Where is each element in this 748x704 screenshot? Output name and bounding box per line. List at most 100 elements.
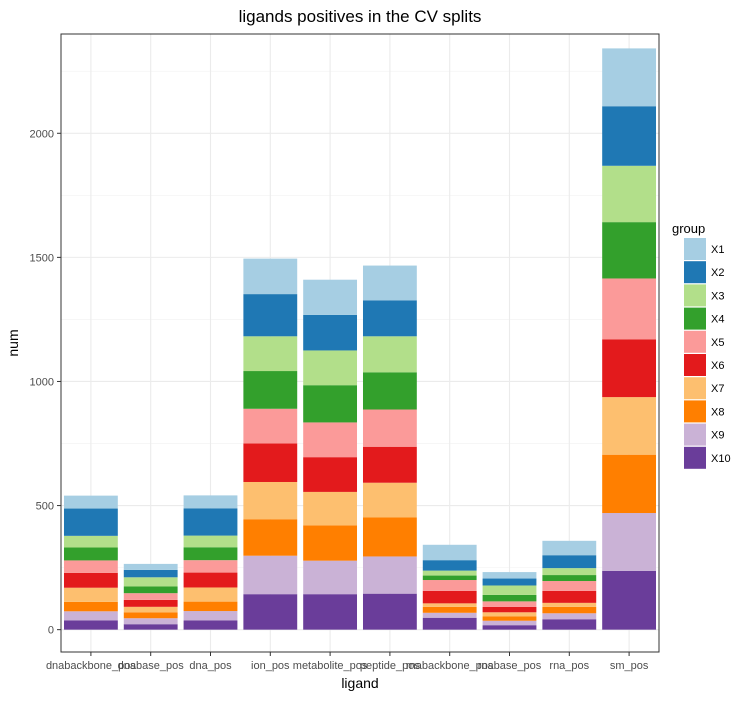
y-axis: 0 500 1000 1500 2000 <box>30 128 61 637</box>
bar-segment-x5 <box>123 593 178 600</box>
bar-segment-x9 <box>602 513 657 571</box>
bar-segment-x9 <box>63 611 118 621</box>
bar-segment-x7 <box>362 482 417 518</box>
bar-segment-x1 <box>183 495 238 509</box>
bar-segment-x7 <box>303 491 358 526</box>
chart-title: ligands positives in the CV splits <box>239 7 482 26</box>
bar-segment-x9 <box>422 612 477 618</box>
legend: group X1 X2 X3 X4 X5 X6 X7 X8 X9 X10 <box>672 221 731 469</box>
y-tick-label: 0 <box>48 625 54 637</box>
bar-segment-x8 <box>183 601 238 612</box>
legend-label-x1: X1 <box>711 244 724 256</box>
legend-key-x4 <box>684 307 706 330</box>
bar-segment-x2 <box>482 578 537 586</box>
bar-segment-x7 <box>183 587 238 602</box>
legend-label-x7: X7 <box>711 383 724 395</box>
bar-segment-x5 <box>482 601 537 607</box>
legend-key-x3 <box>684 284 706 307</box>
bar-segment-x4 <box>602 222 657 279</box>
bar-segment-x1 <box>362 265 417 301</box>
x-tick-label: dna_pos <box>189 660 232 672</box>
bar-segment-x3 <box>362 336 417 373</box>
bar-segment-x7 <box>123 606 178 613</box>
bar-segment-x8 <box>362 517 417 557</box>
bar-segment-x4 <box>422 575 477 581</box>
x-tick-label: peptide_pos <box>360 660 420 672</box>
bar-segment-x7 <box>422 603 477 607</box>
bar-segment-x8 <box>482 616 537 621</box>
bar-segment-x3 <box>542 568 597 576</box>
x-tick-label: rnabase_pos <box>478 660 542 672</box>
legend-label-x8: X8 <box>711 406 724 418</box>
bar-segment-x7 <box>63 587 118 602</box>
bar-segment-x7 <box>542 602 597 607</box>
y-axis-label: num <box>5 329 21 356</box>
bar-segment-x9 <box>303 560 358 595</box>
y-tick-label: 1500 <box>30 252 54 264</box>
bar-segment-x2 <box>183 508 238 536</box>
bar-segment-x9 <box>542 613 597 620</box>
bar-segment-x6 <box>542 590 597 603</box>
bar-segment-x3 <box>482 585 537 595</box>
bar-segment-x9 <box>243 555 298 595</box>
bar-segment-x1 <box>243 258 298 295</box>
bar-segment-x3 <box>63 535 118 548</box>
x-tick-label: ion_pos <box>251 660 290 672</box>
bar-segment-x5 <box>63 560 118 573</box>
bar-segment-x2 <box>63 508 118 536</box>
bar-segment-x3 <box>123 577 178 587</box>
bar-segment-x9 <box>123 618 178 625</box>
bar-segment-x2 <box>303 314 358 351</box>
bar-segment-x3 <box>602 165 657 223</box>
legend-key-x10 <box>684 446 706 469</box>
legend-key-x2 <box>684 261 706 284</box>
bar-segment-x5 <box>243 408 298 444</box>
bar-segment-x10 <box>123 624 178 630</box>
bar-segment-x9 <box>482 620 537 626</box>
bar-segment-x10 <box>542 619 597 630</box>
x-tick-label: sm_pos <box>610 660 649 672</box>
bar-segment-x1 <box>542 540 597 556</box>
bar-segment-x1 <box>63 495 118 509</box>
bar-segment-x2 <box>243 294 298 337</box>
legend-title: group <box>672 221 705 236</box>
bar-segment-x2 <box>422 560 477 571</box>
bar-segment-x5 <box>362 409 417 447</box>
bar-segment-x3 <box>243 336 298 372</box>
legend-key-x9 <box>684 423 706 446</box>
bar-segment-x6 <box>63 572 118 588</box>
bar-segment-x4 <box>243 371 298 409</box>
bar-segment-x8 <box>602 454 657 514</box>
bar-segment-x10 <box>362 593 417 630</box>
bar-segment-x2 <box>602 106 657 166</box>
bar-segment-x1 <box>422 544 477 561</box>
bar-segment-x7 <box>482 612 537 617</box>
bar-segment-x6 <box>602 339 657 398</box>
x-tick-label: rnabackbone_pos <box>406 660 494 672</box>
legend-label-x10: X10 <box>711 453 731 465</box>
y-tick-label: 2000 <box>30 128 54 140</box>
y-tick-label: 1000 <box>30 376 54 388</box>
bar-segment-x10 <box>63 620 118 630</box>
x-axis-label: ligand <box>341 675 378 691</box>
bar-segment-x4 <box>362 372 417 410</box>
legend-key-x6 <box>684 354 706 376</box>
bar-segment-x9 <box>362 556 417 594</box>
legend-key-x8 <box>684 400 706 423</box>
bar-segment-x10 <box>243 594 298 630</box>
bar-segment-x5 <box>183 560 238 573</box>
bar-segment-x8 <box>303 525 358 561</box>
bar-segment-x6 <box>123 599 178 607</box>
legend-key-x5 <box>684 330 706 353</box>
plot-border <box>60 33 660 653</box>
plot-panel <box>60 33 660 653</box>
legend-label-x5: X5 <box>711 337 724 349</box>
bar-segment-x6 <box>303 457 358 492</box>
bar-segment-x7 <box>243 481 298 520</box>
bar-segment-x9 <box>183 611 238 621</box>
y-tick-label: 500 <box>36 501 54 513</box>
bar-segment-x10 <box>183 620 238 630</box>
bar-segment-x10 <box>422 617 477 630</box>
